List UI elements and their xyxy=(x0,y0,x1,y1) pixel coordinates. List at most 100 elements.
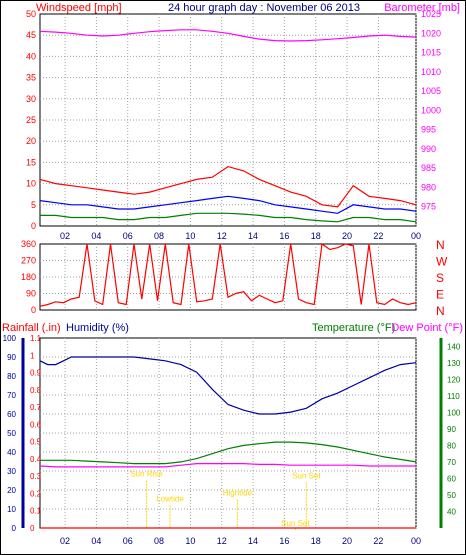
graph-title: 24 hour graph day : November 06 2013 xyxy=(168,2,360,14)
temperature-tick-label: 50 xyxy=(447,491,456,500)
x-tick-label: 14 xyxy=(248,536,258,546)
temperature-tick-label: 60 xyxy=(447,474,456,483)
temperature-tick-label: 110 xyxy=(447,392,460,401)
direction-tick-label: 360 xyxy=(21,239,36,249)
direction-tick-label: 180 xyxy=(21,272,36,282)
rainfall-tick-label: 0.5 xyxy=(30,438,42,447)
direction-tick-label: 90 xyxy=(26,289,36,299)
windspeed-tick-label: 40 xyxy=(26,51,36,61)
compass-label: N xyxy=(436,304,445,318)
x-tick-label: 10 xyxy=(185,536,195,546)
x-tick-label: 00 xyxy=(411,231,421,241)
x-tick-label: 16 xyxy=(279,536,289,546)
compass-label: S xyxy=(436,271,444,285)
humidity-tick-label: 0 xyxy=(12,524,17,533)
rainfall-tick-label: 1.1 xyxy=(30,334,42,343)
humidity-tick-label: 80 xyxy=(7,372,16,381)
windspeed-axis-label: Windspeed [mph] xyxy=(36,2,122,14)
rainfall-axis-label: Rainfall (.in) xyxy=(2,322,61,334)
windspeed-tick-label: 45 xyxy=(26,30,36,40)
windspeed-tick-label: 10 xyxy=(26,179,36,189)
barometer-axis-label: Barometer [mb] xyxy=(384,2,460,14)
direction-tick-label: 270 xyxy=(21,256,36,266)
x-tick-label: 14 xyxy=(248,231,258,241)
rainfall-tick-label: 0.6 xyxy=(30,420,42,429)
dewpoint-axis-label: Dew Point (°F) xyxy=(391,322,463,334)
x-tick-label: 02 xyxy=(60,536,70,546)
x-tick-label: 06 xyxy=(123,231,133,241)
x-tick-label: 16 xyxy=(279,231,289,241)
direction-tick-label: 0 xyxy=(31,305,36,315)
rainfall-tick-label: 0.4 xyxy=(30,455,42,464)
x-tick-label: 08 xyxy=(154,536,164,546)
compass-label: N xyxy=(436,238,445,252)
rainfall-tick-label: 0.2 xyxy=(30,489,42,498)
gust-series xyxy=(39,165,417,208)
x-tick-label: 18 xyxy=(311,536,321,546)
compass-label: E xyxy=(436,288,444,302)
windspeed-tick-label: 20 xyxy=(26,136,36,146)
temperature-tick-label: 140 xyxy=(447,342,461,351)
x-tick-label: 04 xyxy=(91,536,101,546)
windspeed-tick-label: 15 xyxy=(26,157,36,167)
barometer-series xyxy=(39,29,417,42)
x-tick-label: 18 xyxy=(311,231,321,241)
humidity-tick-label: 90 xyxy=(7,353,16,362)
rainfall-tick-label: 0.7 xyxy=(30,403,42,412)
temperature-tick-label: 70 xyxy=(447,458,456,467)
dewpoint-series xyxy=(39,463,416,468)
temperature-tick-label: 80 xyxy=(447,441,456,450)
temperature-tick-label: 100 xyxy=(447,408,461,417)
humidity-tick-label: 10 xyxy=(7,505,16,514)
barometer-tick-label: 980 xyxy=(421,182,436,192)
temperature-tick-label: 90 xyxy=(447,425,456,434)
windspeed-tick-label: 50 xyxy=(26,9,36,19)
x-tick-label: 22 xyxy=(373,231,383,241)
avg-series xyxy=(40,212,417,223)
barometer-tick-label: 1010 xyxy=(421,67,441,77)
humidity-tick-label: 100 xyxy=(3,334,17,343)
humidity-plot-area xyxy=(39,337,417,529)
humidity-tick-label: 30 xyxy=(7,467,16,476)
x-tick-label: 12 xyxy=(217,231,227,241)
rainfall-tick-label: 1 xyxy=(30,351,35,360)
rainfall-tick-label: 0.1 xyxy=(30,507,42,516)
barometer-tick-label: 1000 xyxy=(421,105,441,115)
x-tick-label: 12 xyxy=(217,536,227,546)
humidity-tick-label: 40 xyxy=(7,448,16,457)
humidity-tick-label: 60 xyxy=(7,410,16,419)
windspeed-tick-label: 0 xyxy=(31,221,36,231)
direction-series xyxy=(39,242,417,307)
marker-label: Sun Set xyxy=(281,519,310,528)
rainfall-tick-label: 0.3 xyxy=(30,472,42,481)
x-tick-label: 04 xyxy=(91,231,101,241)
windspeed-tick-label: 35 xyxy=(26,73,36,83)
x-tick-label: 20 xyxy=(342,536,352,546)
temperature-tick-label: 40 xyxy=(447,507,456,516)
x-tick-label: 22 xyxy=(373,536,383,546)
rainfall-tick-label: 0.9 xyxy=(30,369,42,378)
x-tick-label: 06 xyxy=(123,536,133,546)
x-tick-label: 20 xyxy=(342,231,352,241)
marker-label: Hightide xyxy=(223,489,253,498)
x-tick-label: 00 xyxy=(411,536,421,546)
barometer-tick-label: 1015 xyxy=(421,48,441,58)
temperature-tick-label: 130 xyxy=(447,359,461,368)
windspeed-tick-label: 5 xyxy=(31,200,36,210)
humidity-axis-label: Humidity (%) xyxy=(66,322,129,334)
barometer-tick-label: 1025 xyxy=(421,9,441,19)
barometer-tick-label: 975 xyxy=(421,202,436,212)
marker-label: Sun Set xyxy=(292,472,321,481)
x-tick-label: 08 xyxy=(154,231,164,241)
wind-series xyxy=(39,195,417,214)
barometer-tick-label: 985 xyxy=(421,163,436,173)
windspeed-tick-label: 25 xyxy=(26,115,36,125)
compass-label: W xyxy=(436,255,448,269)
temperature-axis-label: Temperature (°F) xyxy=(312,322,395,334)
windspeed-tick-label: 30 xyxy=(26,94,36,104)
barometer-tick-label: 995 xyxy=(421,125,436,135)
temperature-tick-label: 120 xyxy=(447,375,461,384)
marker-label: Lowtide xyxy=(156,494,184,503)
humidity-series xyxy=(39,356,417,415)
